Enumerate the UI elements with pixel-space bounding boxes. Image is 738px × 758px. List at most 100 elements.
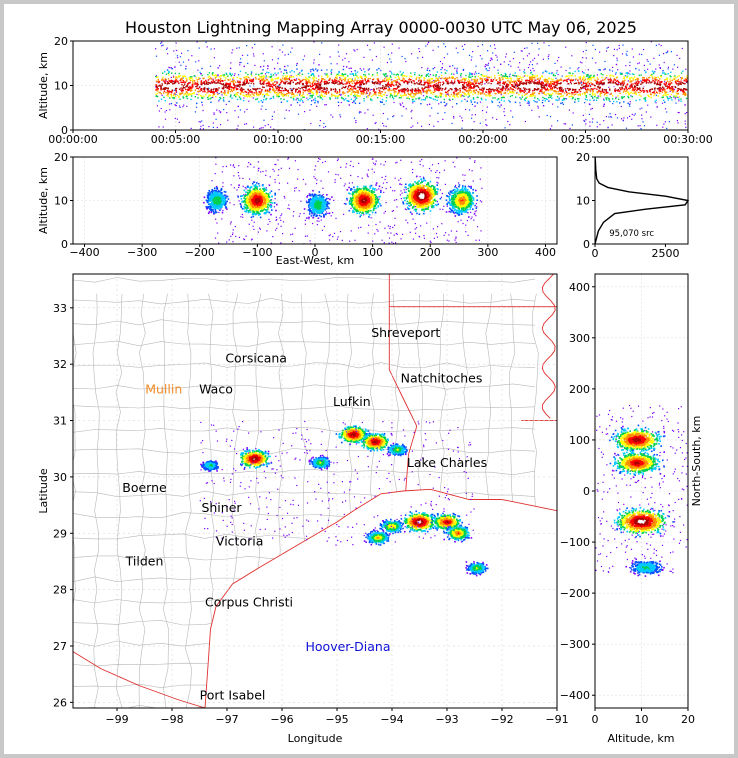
lightning-source: [344, 86, 346, 89]
lightning-source: [485, 91, 487, 93]
lightning-source: [523, 98, 526, 101]
lightning-source: [168, 86, 171, 88]
lightning-source: [293, 93, 295, 95]
lightning-source: [670, 82, 673, 84]
lightning-source: [684, 92, 686, 94]
lightning-source: [485, 81, 488, 83]
lightning-source: [253, 94, 255, 97]
lightning-source: [637, 91, 640, 94]
lightning-source: [522, 90, 524, 93]
lightning-source: [390, 71, 393, 73]
lightning-source: [393, 80, 395, 82]
lightning-source: [236, 76, 239, 79]
lightning-source: [185, 94, 188, 96]
lightning-source: [486, 88, 488, 91]
lightning-source: [338, 94, 341, 96]
lightning-source: [602, 85, 604, 87]
lightning-source: [411, 82, 413, 84]
lightning-source: [637, 83, 639, 85]
lightning-source: [668, 97, 671, 100]
lightning-source: [276, 81, 278, 83]
lightning-source: [379, 84, 381, 86]
lightning-source: [236, 47, 238, 49]
lightning-source: [516, 85, 519, 87]
lightning-source: [682, 90, 684, 92]
lightning-source: [631, 73, 634, 75]
lightning-source: [334, 91, 336, 93]
lightning-source: [627, 80, 629, 82]
lightning-source: [186, 105, 188, 107]
lightning-source: [386, 62, 388, 64]
lightning-source: [404, 84, 407, 86]
lightning-source: [458, 82, 460, 84]
lightning-source: [611, 95, 614, 97]
lightning-source: [353, 49, 355, 51]
lightning-source: [355, 120, 357, 122]
lightning-source: [461, 45, 463, 47]
lightning-source: [357, 82, 359, 84]
lightning-source: [561, 75, 563, 77]
lightning-source: [272, 89, 275, 91]
lightning-source: [296, 74, 298, 77]
lightning-source: [641, 118, 643, 120]
lightning-source: [463, 88, 466, 91]
lightning-source: [428, 79, 431, 82]
lightning-source: [358, 112, 360, 114]
lightning-source: [597, 95, 599, 97]
lightning-source: [380, 95, 382, 97]
lightning-source: [621, 82, 623, 84]
lightning-source: [164, 111, 166, 113]
lightning-source: [444, 72, 447, 74]
lightning-source: [545, 79, 547, 81]
lightning-source: [679, 88, 681, 90]
lightning-source: [231, 86, 233, 89]
lightning-source: [453, 82, 456, 84]
lightning-source: [401, 115, 403, 117]
lightning-source: [670, 89, 673, 91]
lightning-source: [445, 95, 447, 98]
lightning-source: [587, 79, 589, 81]
lightning-source: [271, 118, 273, 120]
lightning-source: [684, 94, 686, 96]
lightning-source: [339, 78, 342, 81]
lightning-source: [321, 87, 323, 89]
lightning-source: [371, 81, 374, 83]
lightning-source: [303, 86, 305, 88]
lightning-source: [614, 89, 616, 91]
lightning-source: [574, 93, 577, 95]
lightning-source: [429, 84, 432, 87]
lightning-source: [496, 118, 498, 120]
lightning-source: [236, 93, 238, 96]
lightning-source: [413, 96, 415, 98]
lightning-source: [186, 79, 188, 81]
lightning-source: [411, 109, 413, 111]
lightning-source: [196, 85, 198, 87]
lightning-source: [607, 82, 610, 84]
lightning-source: [317, 88, 319, 91]
lightning-source: [451, 89, 453, 91]
lightning-source: [165, 109, 168, 112]
lightning-source: [315, 90, 318, 92]
lightning-source: [606, 84, 609, 86]
lightning-source: [272, 82, 274, 84]
lightning-source: [621, 97, 623, 100]
lightning-source: [612, 84, 615, 86]
lightning-source: [299, 80, 302, 82]
lightning-source: [448, 77, 451, 79]
lightning-source: [222, 83, 225, 85]
lightning-source: [344, 73, 347, 75]
lightning-source: [552, 80, 555, 83]
lightning-source: [311, 100, 313, 102]
lightning-source: [603, 89, 606, 91]
lightning-source: [589, 125, 591, 127]
lightning-source: [252, 97, 254, 99]
lightning-source: [530, 69, 532, 71]
lightning-source: [247, 85, 250, 87]
lightning-source: [244, 90, 246, 93]
lightning-source: [452, 82, 454, 84]
lightning-source: [587, 81, 590, 83]
lightning-source: [283, 95, 285, 97]
lightning-source: [215, 79, 217, 81]
lightning-source: [533, 76, 535, 79]
lightning-source: [459, 94, 461, 96]
